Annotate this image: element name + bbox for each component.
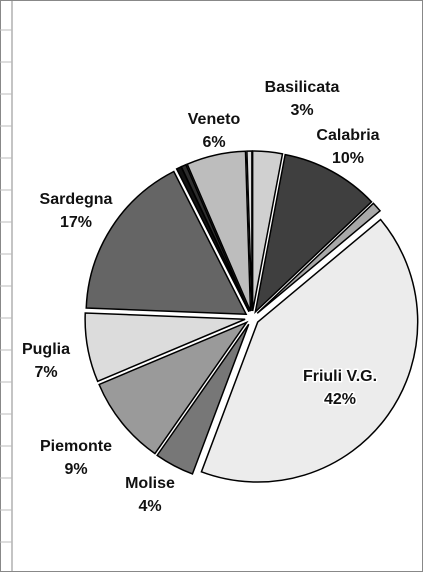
- slice-value-label: 17%: [60, 214, 92, 231]
- slice-label: Calabria: [316, 127, 379, 144]
- slice-label: Friuli V.G.: [303, 368, 377, 385]
- pie-slice: [180, 163, 250, 312]
- slice-label: Basilicata: [265, 79, 340, 96]
- pie-slice: [246, 150, 253, 312]
- pie-slice: [256, 202, 382, 314]
- slice-label: Molise: [125, 475, 175, 492]
- slice-value-label: 7%: [34, 364, 57, 381]
- slice-value-label: 42%: [324, 391, 356, 408]
- pie-slice: [84, 312, 246, 383]
- left-column-lines: [0, 29, 12, 543]
- pie-slice: [85, 170, 248, 316]
- slice-label: Piemonte: [40, 438, 112, 455]
- slice-value-label: 6%: [202, 134, 225, 151]
- pie-slice: [200, 218, 419, 483]
- slice-label: Sardegna: [40, 191, 113, 208]
- pie-slice: [251, 150, 284, 312]
- slice-label: Puglia: [22, 341, 70, 358]
- slice-label: Veneto: [188, 111, 241, 128]
- slice-value-label: 4%: [138, 498, 161, 515]
- pie-slice: [98, 320, 249, 455]
- slice-value-label: 3%: [290, 102, 313, 119]
- pie-slice: [156, 323, 250, 475]
- slice-value-label: 10%: [332, 150, 364, 167]
- pie-slice: [186, 150, 252, 312]
- pie-slice: [254, 153, 373, 314]
- slice-value-label: 9%: [64, 461, 87, 478]
